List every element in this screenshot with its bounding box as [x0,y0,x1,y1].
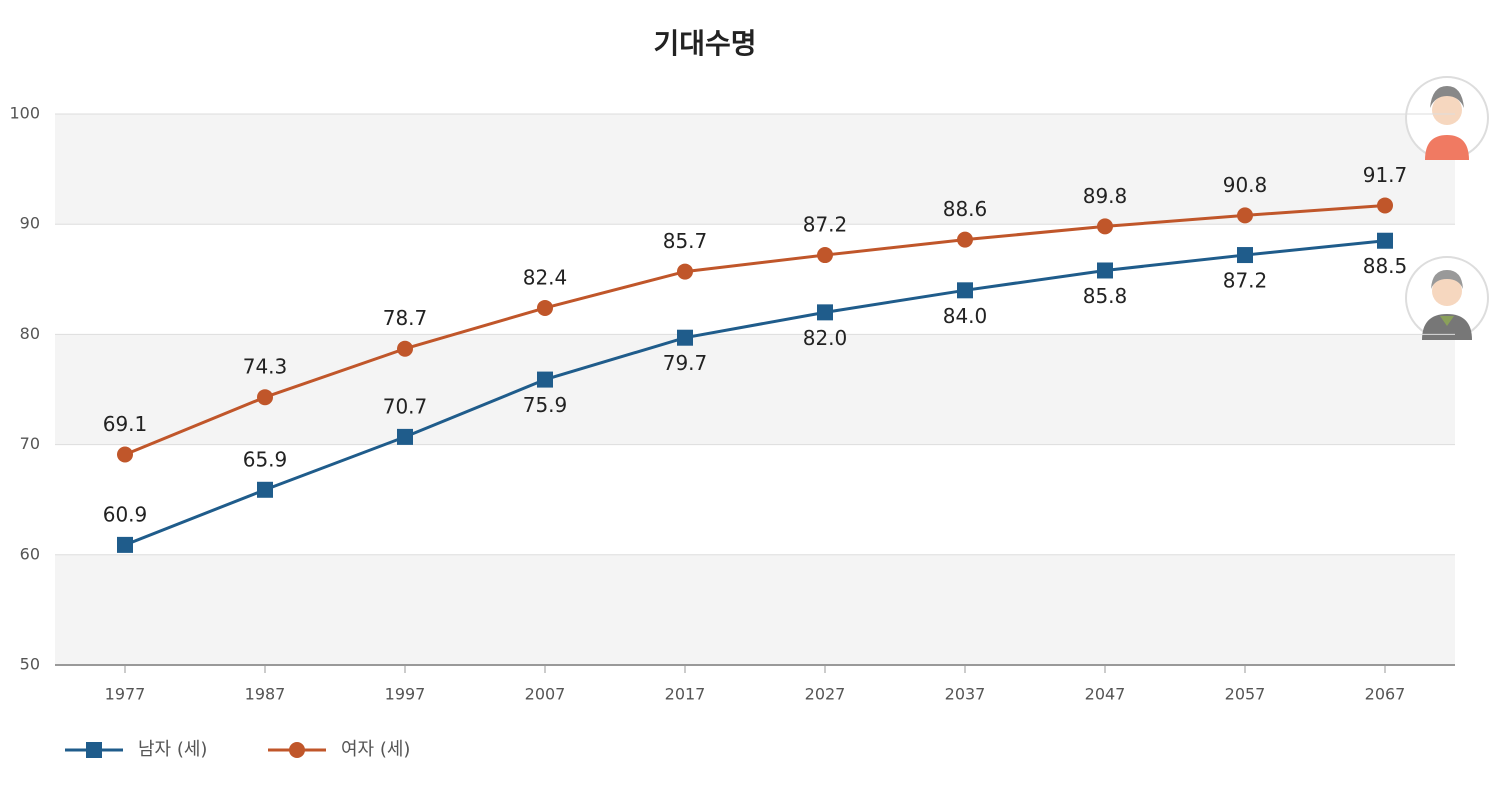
data-label: 79.7 [663,351,708,375]
marker [117,446,133,463]
x-tick-label: 2067 [1365,685,1406,704]
data-label: 60.9 [103,502,148,526]
data-label: 70.7 [383,394,428,418]
avatar-male [1405,256,1489,340]
data-label: 85.8 [1083,284,1128,308]
x-tick-label: 1997 [385,685,426,704]
data-label: 90.8 [1223,173,1268,197]
marker [537,299,553,316]
y-tick-label: 90 [20,214,40,233]
x-tick-label: 1987 [245,685,286,704]
marker [677,329,693,346]
marker [257,389,273,406]
data-label: 74.3 [243,355,288,379]
marker [817,304,833,321]
y-tick-label: 70 [20,434,40,453]
series-line [124,203,1386,456]
avatar-female [1405,76,1489,160]
marker [1377,232,1393,249]
legend-marker [86,742,102,758]
data-label: 69.1 [103,412,148,436]
marker [1097,262,1113,279]
marker [817,247,833,264]
plot-band [55,114,1455,225]
marker [397,428,413,445]
x-tick-label: 2007 [525,685,566,704]
marker [257,481,273,498]
marker [537,371,553,388]
y-tick-label: 60 [20,544,40,563]
data-label: 82.0 [803,326,848,350]
y-tick-label: 80 [20,324,40,343]
data-label: 85.7 [663,229,708,253]
marker [117,536,133,553]
legend-marker [289,742,305,758]
marker [1237,247,1253,264]
data-label: 89.8 [1083,184,1128,208]
data-label: 88.5 [1363,254,1408,278]
plot-band [55,554,1455,665]
marker [397,340,413,357]
series-line [124,239,1386,547]
legend-label: 여자 (세) [341,739,410,760]
data-label: 82.4 [523,265,568,289]
data-label: 87.2 [803,213,848,237]
data-label: 87.2 [1223,269,1268,293]
marker [1237,207,1253,224]
data-label: 84.0 [943,304,988,328]
chart-title: 기대수명 [653,27,756,60]
data-label: 78.7 [383,306,428,330]
legend-label: 남자 (세) [138,739,207,760]
x-tick-label: 2057 [1225,685,1266,704]
x-tick-label: 2037 [945,685,986,704]
marker [957,231,973,248]
data-label: 88.6 [943,197,988,221]
x-tick-label: 1977 [105,685,146,704]
marker [1377,197,1393,214]
marker [1097,218,1113,235]
x-tick-label: 2027 [805,685,846,704]
y-tick-label: 50 [20,655,40,674]
data-label: 75.9 [523,393,568,417]
x-tick-label: 2017 [665,685,706,704]
y-tick-label: 100 [9,104,40,123]
data-label: 91.7 [1363,163,1408,187]
data-label: 65.9 [243,447,288,471]
marker [957,282,973,299]
marker [677,263,693,280]
x-tick-label: 2047 [1085,685,1126,704]
